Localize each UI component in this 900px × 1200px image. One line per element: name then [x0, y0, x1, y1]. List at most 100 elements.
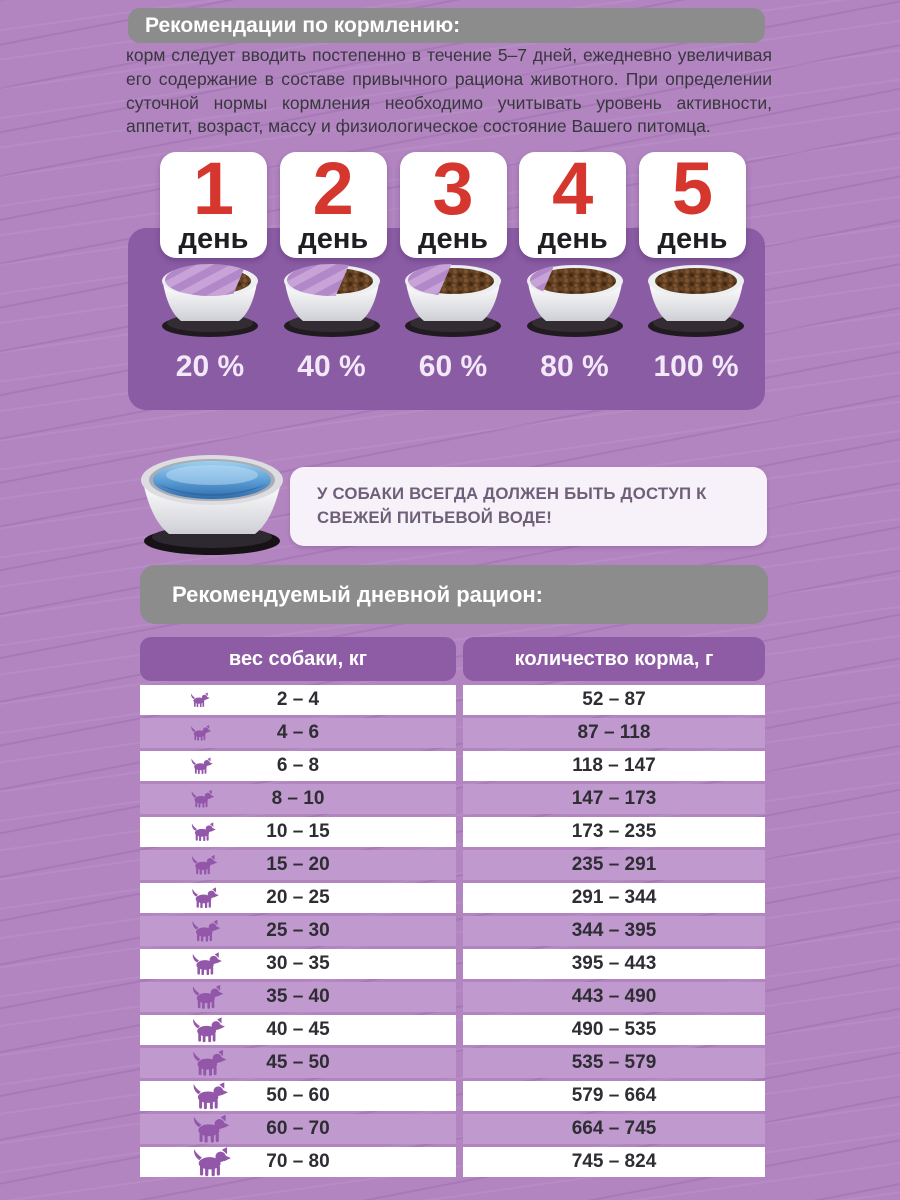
food-amount-value: 291 – 344 [571, 887, 657, 908]
dog-silhouette-icon [192, 854, 218, 875]
table-row: 10 – 15 173 – 235 [140, 817, 765, 847]
food-amount-cell: 52 – 87 [463, 685, 765, 715]
food-bowl-image [648, 265, 744, 337]
food-amount-cell: 291 – 344 [463, 883, 765, 913]
food-amount-value: 395 – 443 [571, 953, 657, 974]
dog-weight-cell: 60 – 70 [140, 1114, 456, 1144]
food-amount-cell: 173 – 235 [463, 817, 765, 847]
day-card-4: 4 день [519, 151, 627, 258]
ration-table-body: 2 – 4 52 – 87 4 – 6 87 – 118 6 – 8 118 – 14… [140, 685, 765, 1177]
dog-silhouette-icon [194, 1147, 231, 1177]
food-amount-value: 87 – 118 [577, 722, 651, 743]
food-amount-cell: 118 – 147 [463, 751, 765, 781]
food-amount-cell: 443 – 490 [463, 982, 765, 1012]
dog-weight-cell: 50 – 60 [140, 1081, 456, 1111]
dog-weight-cell: 40 – 45 [140, 1015, 456, 1045]
dog-weight-value: 8 – 10 [271, 788, 325, 809]
day-number: 2 [312, 146, 354, 230]
dog-weight-cell: 10 – 15 [140, 817, 456, 847]
dog-weight-cell: 20 – 25 [140, 883, 456, 913]
dog-weight-value: 60 – 70 [266, 1118, 330, 1139]
percent-label: 20 % [175, 350, 245, 383]
percent-label: 60 % [418, 350, 488, 383]
dog-silhouette-icon [191, 724, 212, 741]
food-bowl-image [283, 264, 380, 337]
water-bowl-image [141, 455, 283, 555]
table-row: 35 – 40 443 – 490 [140, 982, 765, 1012]
food-bowl-image [526, 264, 623, 337]
dog-weight-value: 50 – 60 [266, 1085, 330, 1106]
dog-weight-value: 70 – 80 [266, 1151, 330, 1172]
dog-silhouette-icon [193, 1049, 227, 1076]
day-cards-row: 1 день 2 день 3 день 4 день 5 день [160, 146, 746, 258]
food-bowl-image [162, 264, 258, 337]
dog-silhouette-icon [192, 887, 219, 909]
dog-weight-value: 4 – 6 [276, 722, 320, 743]
percent-label: 40 % [297, 350, 366, 383]
water-note-callout: У СОБАКИ ВСЕГДА ДОЛЖЕН БЫТЬ ДОСТУП К СВЕ… [290, 467, 767, 546]
table-row: 4 – 6 87 – 118 [140, 718, 765, 748]
dog-weight-value: 15 – 20 [266, 854, 330, 875]
food-amount-cell: 579 – 664 [463, 1081, 765, 1111]
dog-weight-value: 25 – 30 [266, 920, 330, 941]
table-row: 50 – 60 579 – 664 [140, 1081, 765, 1111]
dog-weight-value: 6 – 8 [276, 755, 320, 776]
dog-weight-value: 30 – 35 [266, 953, 330, 974]
food-amount-value: 490 – 535 [571, 1019, 657, 1040]
dog-weight-cell: 4 – 6 [140, 718, 456, 748]
dog-weight-cell: 70 – 80 [140, 1147, 456, 1177]
day-number: 5 [671, 146, 714, 230]
dog-weight-value: 10 – 15 [266, 821, 330, 842]
table-row: 6 – 8 118 – 147 [140, 751, 765, 781]
table-row: 30 – 35 395 – 443 [140, 949, 765, 979]
dog-weight-cell: 45 – 50 [140, 1048, 456, 1078]
food-amount-cell: 147 – 173 [463, 784, 765, 814]
dog-weight-value: 40 – 45 [266, 1019, 330, 1040]
table-row: 60 – 70 664 – 745 [140, 1114, 765, 1144]
food-amount-value: 344 – 395 [571, 920, 657, 941]
food-amount-value: 443 – 490 [571, 986, 657, 1007]
food-amount-value: 147 – 173 [571, 788, 657, 809]
intro-text: корм следует вводить постепенно в течени… [126, 45, 772, 137]
ration-header: Рекомендуемый дневной рацион: [140, 565, 768, 624]
day-label: день [298, 223, 369, 256]
table-row: 8 – 10 147 – 173 [140, 784, 765, 814]
dog-silhouette-icon [193, 1082, 228, 1110]
dog-weight-value: 2 – 4 [276, 689, 320, 710]
food-bowls-row [154, 251, 752, 339]
column-header-dog-weight: вес собаки, кг [140, 637, 456, 681]
dog-weight-cell: 35 – 40 [140, 982, 456, 1012]
food-amount-value: 173 – 235 [571, 821, 657, 842]
food-bowl-image [405, 264, 501, 337]
food-amount-value: 235 – 291 [571, 854, 657, 875]
food-amount-cell: 535 – 579 [463, 1048, 765, 1078]
food-amount-cell: 344 – 395 [463, 916, 765, 946]
dog-weight-value: 20 – 25 [266, 887, 330, 908]
food-amount-cell: 235 – 291 [463, 850, 765, 880]
dog-silhouette-icon [191, 757, 213, 775]
dog-weight-cell: 30 – 35 [140, 949, 456, 979]
table-row: 40 – 45 490 – 535 [140, 1015, 765, 1045]
dog-weight-cell: 8 – 10 [140, 784, 456, 814]
day-card-1: 1 день [160, 151, 267, 258]
percent-labels-row: 20 % 40 % 60 % 80 % 100 % [154, 350, 752, 384]
table-row: 45 – 50 535 – 579 [140, 1048, 765, 1078]
food-amount-cell: 745 – 824 [463, 1147, 765, 1177]
dog-weight-value: 45 – 50 [266, 1052, 330, 1073]
dog-weight-cell: 25 – 30 [140, 916, 456, 946]
dog-weight-cell: 6 – 8 [140, 751, 456, 781]
day-label: день [537, 223, 608, 256]
feeding-recommendations-header: Рекомендации по кормлению: [128, 8, 765, 43]
food-amount-cell: 664 – 745 [463, 1114, 765, 1144]
food-amount-value: 118 – 147 [572, 755, 656, 776]
day-number: 3 [432, 146, 474, 230]
food-amount-cell: 490 – 535 [463, 1015, 765, 1045]
ration-header-title: Рекомендуемый дневной рацион: [172, 582, 544, 607]
dog-silhouette-icon [192, 919, 221, 942]
day-card-2: 2 день [279, 146, 387, 258]
ration-table: вес собаки, кг количество корма, г 2 – 4… [140, 637, 765, 1180]
food-amount-cell: 395 – 443 [463, 949, 765, 979]
day-label: день [418, 223, 488, 256]
table-row: 70 – 80 745 – 824 [140, 1147, 765, 1177]
